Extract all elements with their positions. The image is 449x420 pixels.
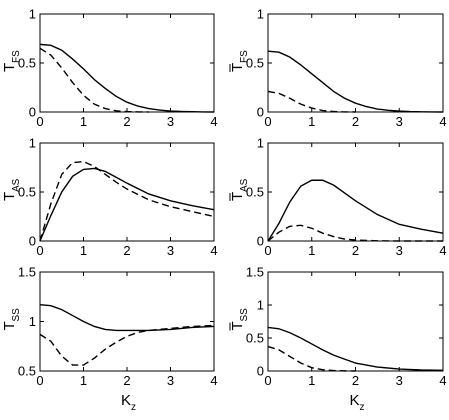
x-axis-label-subscript: z <box>131 402 136 413</box>
series-dashed-line <box>39 324 215 366</box>
x-tick-label: 0 <box>264 243 271 258</box>
y-axis-label-subscript: SS <box>11 308 22 322</box>
y-tick-label: 1 <box>257 136 264 151</box>
x-tick-label: 0 <box>36 114 43 129</box>
y-tick-label: 1 <box>29 136 36 151</box>
x-tick-label: 0 <box>36 373 43 388</box>
plot-frame <box>39 142 215 242</box>
y-axis-label-subscript: AS <box>239 178 250 192</box>
series-dashed-line <box>267 90 356 113</box>
x-tick-label: 3 <box>396 114 403 129</box>
y-axis-label: TFS <box>1 50 22 72</box>
panel-1: 0 1 2 3 4 0 0.5 1 TFS <box>1 7 218 130</box>
y-axis-label: TSS <box>1 308 22 331</box>
y-tick-label: 0.5 <box>18 56 36 71</box>
x-tick-label: 1 <box>308 114 315 129</box>
y-tick-label: 1 <box>257 298 264 313</box>
x-tick-label: 0 <box>36 243 43 258</box>
y-tick-label: 0 <box>257 364 264 379</box>
y-axis-label-subscript: FS <box>11 50 22 63</box>
x-axis-label-main: K <box>350 392 360 409</box>
series-solid-line <box>39 43 215 113</box>
x-axis-label-subscript: z <box>360 402 365 413</box>
panel-6: 0 1 2 3 4 0 0.5 1 1.5 TSS K z <box>229 265 447 414</box>
plot-frame <box>267 271 444 372</box>
x-tick-label: 3 <box>167 114 174 129</box>
plot-frame <box>267 142 444 242</box>
y-tick-label: 1 <box>29 314 36 329</box>
x-tick-label: 1 <box>80 243 87 258</box>
y-axis-label: TAS <box>1 178 22 201</box>
y-axis-label-main: T <box>229 63 246 72</box>
series-dashed-line <box>39 160 215 242</box>
x-tick-label: 4 <box>210 114 217 129</box>
x-tick-label: 1 <box>308 373 315 388</box>
y-axis-label: TSS <box>229 308 250 331</box>
x-tick-label: 2 <box>352 373 359 388</box>
x-tick-label: 1 <box>308 243 315 258</box>
series-solid-line <box>267 50 444 113</box>
panel-5: 0 1 2 3 4 0.5 1 1.5 TSS K z <box>1 265 218 414</box>
x-tick-label: 2 <box>123 373 130 388</box>
panel-3: 0 1 2 3 4 0 0.5 1 TAS <box>1 136 218 259</box>
series-solid-line <box>267 179 444 242</box>
y-axis-label: TAS <box>229 178 250 201</box>
x-tick-label: 4 <box>439 243 446 258</box>
x-tick-label: 4 <box>439 114 446 129</box>
series-solid-line <box>267 326 444 372</box>
y-axis-label-main: T <box>229 321 246 330</box>
x-tick-label: 2 <box>123 243 130 258</box>
x-tick-label: 3 <box>396 373 403 388</box>
series-dashed-line <box>39 47 149 113</box>
y-tick-label: 1 <box>257 7 264 22</box>
x-tick-label: 2 <box>123 114 130 129</box>
panel-2: 0 1 2 3 4 0 0.5 1 TFS <box>229 7 447 130</box>
x-tick-label: 0 <box>264 114 271 129</box>
series-dashed-line <box>267 224 443 242</box>
plot-frame <box>39 13 215 113</box>
series-solid-line <box>39 303 215 332</box>
x-tick-label: 2 <box>352 243 359 258</box>
y-tick-label: 0 <box>257 234 264 249</box>
y-axis-label-subscript: AS <box>11 178 22 192</box>
y-tick-label: 1.5 <box>246 265 264 280</box>
y-tick-label: 0.5 <box>246 185 264 200</box>
y-axis-label-subscript: FS <box>239 50 250 63</box>
y-tick-label: 0 <box>29 234 36 249</box>
y-tick-label: 1.5 <box>18 265 36 280</box>
y-tick-label: 0.5 <box>18 185 36 200</box>
x-tick-label: 3 <box>167 373 174 388</box>
x-tick-label: 2 <box>352 114 359 129</box>
x-tick-label: 1 <box>80 373 87 388</box>
y-tick-label: 0.5 <box>18 364 36 379</box>
plot-frame <box>39 271 215 372</box>
x-tick-label: 4 <box>439 373 446 388</box>
series-solid-line <box>39 167 215 242</box>
x-tick-label: 4 <box>210 373 217 388</box>
y-tick-label: 0 <box>29 105 36 120</box>
y-axis-label-main: T <box>229 192 246 201</box>
x-tick-label: 4 <box>210 243 217 258</box>
y-axis-label-main: T <box>1 63 18 72</box>
x-axis-label-main: K <box>121 392 131 409</box>
y-axis-label: TFS <box>229 50 250 72</box>
x-tick-label: 0 <box>264 373 271 388</box>
y-tick-label: 0.5 <box>246 331 264 346</box>
series-dashed-line <box>267 345 356 372</box>
x-tick-label: 3 <box>396 243 403 258</box>
plot-frame <box>267 13 444 113</box>
y-axis-label-main: T <box>1 321 18 330</box>
panel-4: 0 1 2 3 4 0 0.5 1 TAS <box>229 136 447 259</box>
y-axis-label-main: T <box>1 192 18 201</box>
y-tick-label: 0 <box>257 105 264 120</box>
x-tick-label: 1 <box>80 114 87 129</box>
y-tick-label: 1 <box>29 7 36 22</box>
x-tick-label: 3 <box>167 243 174 258</box>
y-axis-label-subscript: SS <box>239 308 250 322</box>
y-tick-label: 0.5 <box>246 56 264 71</box>
